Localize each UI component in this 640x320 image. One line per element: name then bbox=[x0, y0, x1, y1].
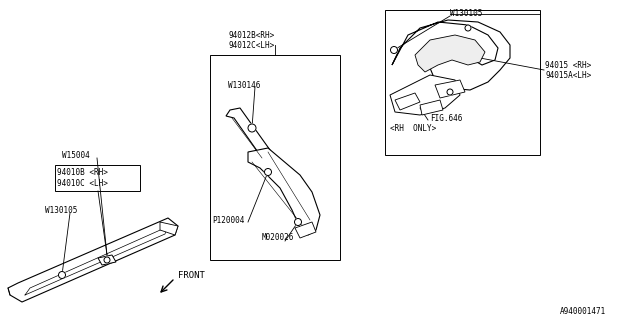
Text: 94015A<LH>: 94015A<LH> bbox=[545, 70, 591, 79]
Polygon shape bbox=[420, 100, 443, 115]
Polygon shape bbox=[435, 80, 465, 98]
Circle shape bbox=[104, 257, 110, 263]
Bar bbox=[385, 10, 540, 155]
Text: P120004: P120004 bbox=[212, 215, 244, 225]
Polygon shape bbox=[160, 222, 178, 235]
Circle shape bbox=[248, 124, 256, 132]
Text: A940001471: A940001471 bbox=[560, 308, 606, 316]
Polygon shape bbox=[226, 108, 272, 162]
Bar bbox=[55, 165, 140, 191]
Text: 94010C <LH>: 94010C <LH> bbox=[57, 179, 108, 188]
Circle shape bbox=[294, 219, 301, 226]
Polygon shape bbox=[248, 148, 320, 235]
Text: W130105: W130105 bbox=[450, 9, 483, 18]
Polygon shape bbox=[415, 35, 485, 72]
Text: W130105: W130105 bbox=[45, 205, 77, 214]
Text: FRONT: FRONT bbox=[178, 270, 205, 279]
Text: 94012C<LH>: 94012C<LH> bbox=[228, 41, 275, 50]
Polygon shape bbox=[98, 255, 116, 265]
Text: <RH  ONLY>: <RH ONLY> bbox=[390, 124, 436, 132]
Circle shape bbox=[465, 25, 471, 31]
Polygon shape bbox=[8, 218, 178, 302]
Bar bbox=[210, 55, 340, 260]
Polygon shape bbox=[295, 222, 316, 238]
Circle shape bbox=[264, 169, 271, 175]
Text: W130146: W130146 bbox=[228, 81, 260, 90]
Text: M020026: M020026 bbox=[262, 233, 294, 242]
Text: W15004: W15004 bbox=[62, 150, 90, 159]
Text: FIG.646: FIG.646 bbox=[430, 114, 462, 123]
Polygon shape bbox=[390, 75, 460, 115]
Text: 94015 <RH>: 94015 <RH> bbox=[545, 60, 591, 69]
Polygon shape bbox=[392, 20, 510, 90]
Circle shape bbox=[390, 46, 397, 53]
Circle shape bbox=[447, 89, 453, 95]
Circle shape bbox=[58, 271, 65, 278]
Polygon shape bbox=[395, 93, 420, 110]
Text: 94012B<RH>: 94012B<RH> bbox=[228, 30, 275, 39]
Text: 94010B <RH>: 94010B <RH> bbox=[57, 167, 108, 177]
